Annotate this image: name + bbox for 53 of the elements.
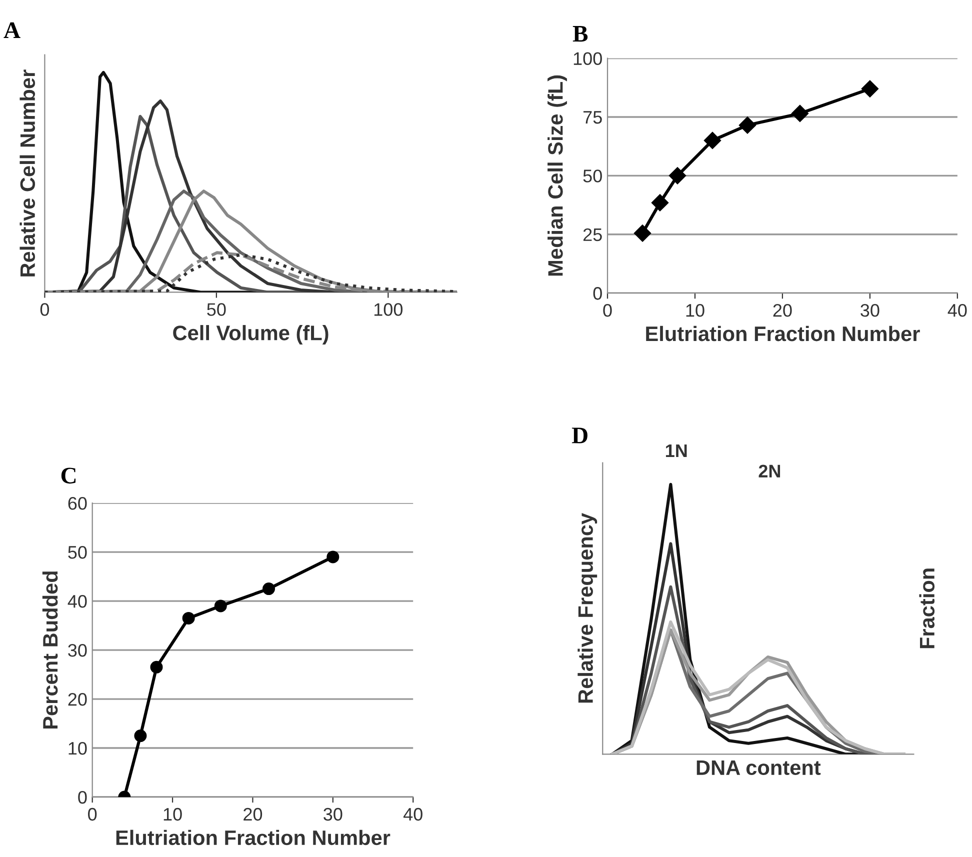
- point: [651, 194, 669, 212]
- x-tick-label: 40: [948, 304, 967, 317]
- y-tick-label: 100: [574, 52, 602, 65]
- y-tick-label: 75: [583, 111, 602, 124]
- x-tick-label: 30: [860, 304, 880, 317]
- point: [791, 104, 809, 122]
- chart-title: D: [572, 428, 588, 444]
- text: 2N: [758, 464, 780, 478]
- y-tick-label: 25: [583, 228, 602, 242]
- point: [704, 132, 722, 150]
- x-tick-label: 30: [324, 808, 342, 821]
- y-tick-label: 40: [68, 594, 87, 608]
- y-tick-label: 10: [68, 742, 87, 755]
- x-tick-label: 20: [244, 808, 262, 821]
- x-tick-label: 10: [686, 304, 704, 317]
- point: [134, 730, 147, 742]
- chart-title: C: [61, 468, 76, 484]
- text: 1N: [666, 444, 687, 457]
- y-axis-title: Relative Cell Number: [20, 70, 36, 276]
- y-tick-label: 0: [593, 287, 602, 300]
- x-tick-label: 20: [773, 304, 792, 317]
- y-tick-label: 60: [68, 496, 87, 510]
- point: [738, 116, 756, 134]
- y-tick-label: 50: [583, 170, 602, 182]
- point: [150, 660, 163, 674]
- x-tick-label: 100: [374, 303, 403, 316]
- chart-title: A: [4, 22, 20, 38]
- x-tick-label: 0: [40, 303, 50, 316]
- x-axis-title: Elutriation Fraction Number: [116, 830, 390, 846]
- x-axis-title: Cell Volume (fL): [173, 325, 328, 344]
- y-tick-label: 30: [68, 644, 87, 657]
- x-tick-label: 40: [403, 808, 422, 821]
- point: [262, 582, 276, 596]
- x-axis-title: DNA content: [696, 760, 821, 776]
- y-tick-label: 50: [68, 546, 87, 559]
- point: [214, 600, 227, 612]
- x-tick-label: 50: [207, 303, 226, 316]
- point: [634, 224, 652, 242]
- y-tick-label: 20: [68, 692, 87, 706]
- point: [182, 612, 195, 624]
- x-axis-title: Elutriation Fraction Number: [646, 326, 920, 342]
- point: [668, 167, 686, 184]
- point: [326, 550, 340, 564]
- y-axis-title: Relative Frequency: [578, 513, 598, 703]
- y-axis-title: Median Cell Size (fL): [548, 75, 567, 276]
- x-tick-label: 10: [164, 808, 182, 821]
- point: [861, 80, 878, 98]
- x-tick-label: 0: [88, 808, 97, 821]
- y-axis-title: Percent Budded: [42, 572, 58, 729]
- y2-axis-title: Fraction: [919, 568, 935, 648]
- x-tick-label: 0: [603, 304, 612, 317]
- chart-title: B: [572, 26, 588, 42]
- y-tick-label: 0: [78, 790, 87, 804]
